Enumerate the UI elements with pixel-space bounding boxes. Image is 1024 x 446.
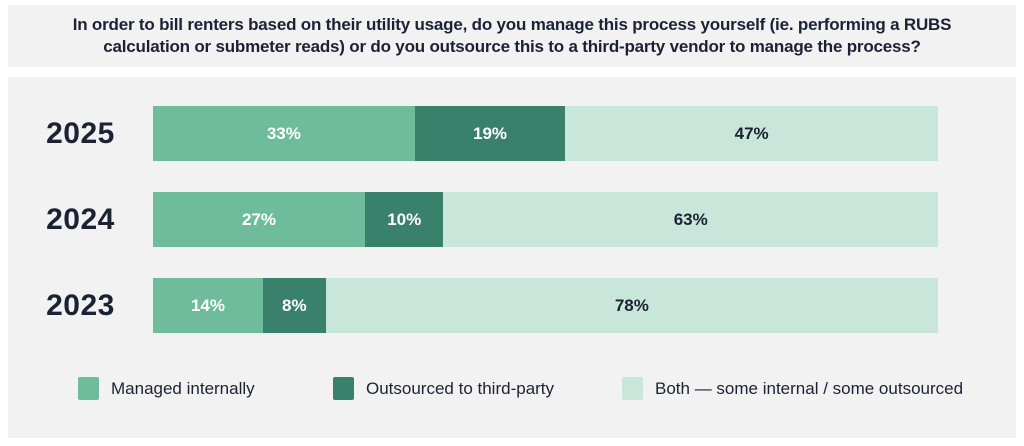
year-label: 2025	[46, 116, 115, 150]
bar-row-2023: 2023 14% 8% 78%	[8, 278, 1016, 333]
segment-value-label: 27%	[241, 209, 276, 229]
bar-segment-outsourced: 10%	[364, 192, 444, 247]
legend-label: Both — some internal / some outsourced	[655, 378, 964, 398]
segment-value-label: 47%	[734, 123, 769, 143]
legend: Managed internally Outsourced to third-p…	[8, 377, 1016, 401]
year-label: 2023	[46, 288, 115, 322]
segment-value-label: 78%	[614, 295, 649, 315]
bar-row-2025: 2025 33% 19% 47%	[8, 106, 1016, 161]
year-label: 2024	[46, 202, 115, 236]
legend-label: Outsourced to third-party	[366, 378, 555, 398]
segment-value-label: 14%	[190, 295, 225, 315]
bar-segment-outsourced: 8%	[262, 278, 326, 333]
title-panel: In order to bill renters based on their …	[8, 5, 1016, 67]
legend-item-managed-internally: Managed internally	[78, 377, 255, 400]
legend-swatch-managed-internally	[78, 377, 99, 400]
bar-segment-both: 78%	[325, 278, 938, 333]
bar-row-2024: 2024 27% 10% 63%	[8, 192, 1016, 247]
stacked-bar-2024: 27% 10% 63%	[153, 192, 938, 247]
segment-value-label: 63%	[673, 209, 708, 229]
legend-swatch-both	[622, 377, 643, 400]
legend-item-both: Both — some internal / some outsourced	[622, 377, 963, 400]
bar-segment-both: 63%	[443, 192, 938, 247]
chart-title: In order to bill renters based on their …	[72, 14, 952, 56]
legend-swatch-outsourced	[333, 377, 354, 400]
segment-value-label: 8%	[282, 295, 307, 315]
segment-value-label: 33%	[266, 123, 301, 143]
bar-segment-outsourced: 19%	[414, 106, 566, 161]
chart-panel: 2025 33% 19% 47% 2024 27% 10% 63%	[8, 77, 1016, 438]
stacked-bar-2023: 14% 8% 78%	[153, 278, 938, 333]
stacked-bar-2025: 33% 19% 47%	[153, 106, 938, 161]
bar-segment-managed-internally: 27%	[153, 192, 365, 247]
segment-value-label: 10%	[387, 209, 422, 229]
legend-item-outsourced: Outsourced to third-party	[333, 377, 554, 400]
segment-value-label: 19%	[472, 123, 508, 143]
bar-segment-managed-internally: 14%	[153, 278, 263, 333]
bar-segment-managed-internally: 33%	[153, 106, 415, 161]
bar-segment-both: 47%	[565, 106, 938, 161]
legend-label: Managed internally	[111, 378, 255, 398]
